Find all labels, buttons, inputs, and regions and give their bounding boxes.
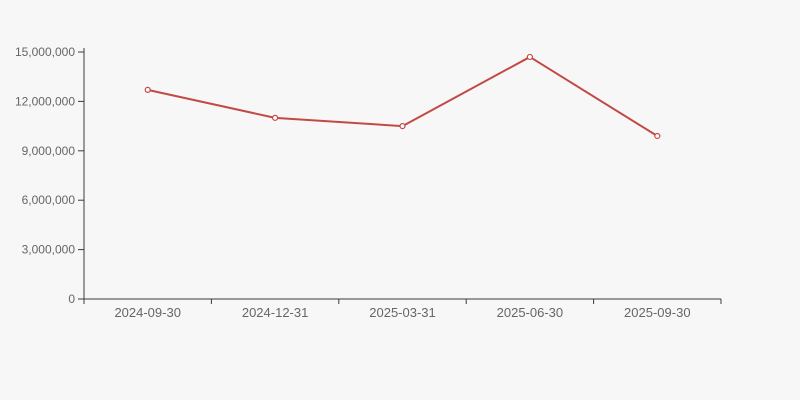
- data-point-2024-12-31[interactable]: [272, 114, 279, 121]
- data-point-2025-09-30[interactable]: [654, 132, 661, 140]
- y-axis-tick-label: 12,000,000: [15, 94, 75, 108]
- x-axis-tick-label: 2025-09-30: [624, 305, 691, 320]
- y-axis-tick-label: 0: [68, 292, 75, 306]
- y-axis-tick-label: 9,000,000: [22, 144, 76, 158]
- x-axis-tick-label: 2025-06-30: [497, 305, 564, 320]
- data-point-2024-09-30[interactable]: [144, 86, 151, 93]
- y-axis-tick-label: 15,000,000: [15, 45, 75, 59]
- x-axis-tick-label: 2024-12-31: [242, 305, 309, 320]
- y-axis-tick-label: 6,000,000: [22, 193, 76, 207]
- x-axis-tick-label: 2024-09-30: [114, 305, 181, 320]
- x-axis-tick-label: 2025-03-31: [369, 305, 436, 320]
- data-point-2025-03-31[interactable]: [399, 122, 406, 130]
- data-point-2025-06-30[interactable]: [526, 53, 534, 61]
- y-axis-tick-label: 3,000,000: [22, 243, 76, 257]
